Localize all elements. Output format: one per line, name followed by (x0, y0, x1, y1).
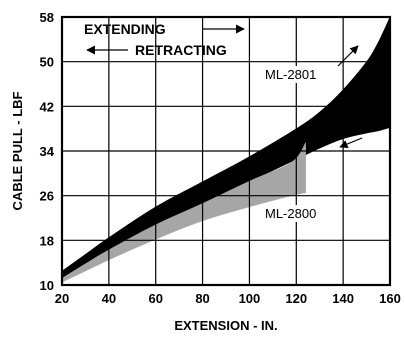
series-label-ml-2801: ML-2801 (265, 67, 316, 82)
y-tick-label: 50 (40, 55, 54, 70)
x-tick-label: 80 (195, 291, 209, 306)
ml-2801-up-arrow (337, 45, 359, 67)
ml-2801-down-arrow (339, 137, 363, 149)
retracting-label: RETRACTING (135, 42, 227, 58)
y-axis-title: CABLE PULL - LBF (10, 91, 25, 210)
y-tick-label: 34 (40, 144, 55, 159)
annotations: ML-2801 ML-2800 (86, 24, 363, 222)
y-tick-label: 18 (40, 233, 54, 248)
x-tick-label: 40 (102, 291, 116, 306)
y-tick-label: 58 (40, 10, 54, 25)
tick-labels: 20 40 60 80 100 120 140 160 10 18 26 34 42 50 58 (40, 10, 401, 306)
y-tick-label: 10 (40, 278, 54, 293)
series-label-ml-2800: ML-2800 (265, 206, 316, 221)
x-tick-label: 60 (148, 291, 162, 306)
x-tick-label: 160 (379, 291, 401, 306)
x-axis-title: EXTENSION - IN. (174, 318, 277, 333)
y-tick-label: 26 (40, 189, 54, 204)
x-tick-label: 20 (55, 291, 69, 306)
x-tick-label: 140 (332, 291, 354, 306)
x-tick-label: 120 (285, 291, 307, 306)
y-tick-label: 42 (40, 99, 54, 114)
plot-border (60, 15, 392, 287)
extending-label: EXTENDING (84, 21, 166, 37)
x-tick-label: 100 (239, 291, 261, 306)
plot-frame (60, 15, 392, 287)
ml-2801-label-bg (262, 66, 332, 83)
series-band-ml-2800 (61, 141, 306, 283)
ml-2800-label-bg (262, 205, 332, 222)
